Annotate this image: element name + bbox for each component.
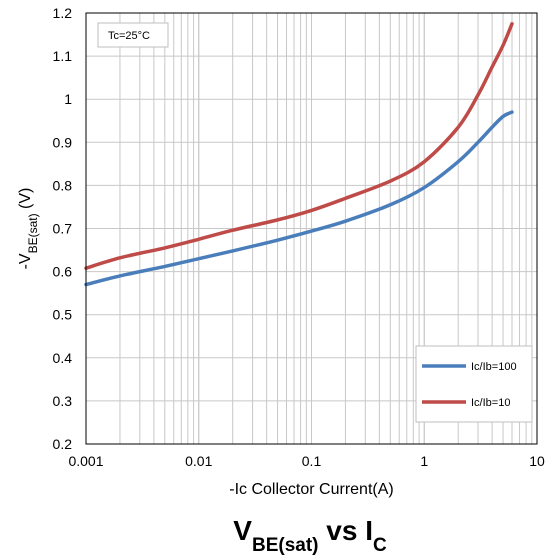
y-tick-label: 0.6 xyxy=(53,264,73,280)
x-tick-labels: 0.001 0.01 0.1 1 10 xyxy=(68,453,545,469)
y-tick-label: 0.4 xyxy=(53,350,73,366)
y-tick-labels: 0.2 0.3 0.4 0.5 0.6 0.7 0.8 0.9 1 1.1 1.2 xyxy=(53,5,73,452)
x-tick-label: 0.01 xyxy=(185,453,212,469)
x-axis-label: -Ic Collector Current(A) xyxy=(229,481,393,498)
x-tick-label: 0.1 xyxy=(302,453,322,469)
legend: Ic/Ib=100 Ic/Ib=10 xyxy=(415,345,533,423)
legend-box xyxy=(415,345,533,423)
y-tick-label: 1.2 xyxy=(53,5,73,21)
x-tick-label: 1 xyxy=(420,453,428,469)
series-lines xyxy=(84,22,514,287)
x-tick-label: 10 xyxy=(529,453,545,469)
series-line xyxy=(84,22,514,270)
temperature-annotation: Tc=25°C xyxy=(108,30,150,42)
y-tick-label: 0.8 xyxy=(53,177,73,193)
legend-entry: Ic/Ib=100 xyxy=(471,361,517,373)
x-tick-label: 0.001 xyxy=(68,453,103,469)
y-tick-label: 0.9 xyxy=(53,134,73,150)
y-tick-label: 0.5 xyxy=(53,307,73,323)
y-tick-label: 0.3 xyxy=(53,393,73,409)
y-axis-label: -VBE(sat) (V) xyxy=(17,188,40,270)
legend-entry: Ic/Ib=10 xyxy=(471,397,510,409)
y-tick-label: 1.1 xyxy=(53,48,73,64)
plot-area-frame xyxy=(85,12,538,445)
y-tick-label: 1 xyxy=(64,91,72,107)
y-tick-label: 0.7 xyxy=(53,221,73,237)
y-tick-label: 0.2 xyxy=(53,436,73,452)
chart-title: VBE(sat) vs IC xyxy=(233,515,387,556)
temperature-annotation-box xyxy=(97,22,169,48)
series-line xyxy=(84,110,514,287)
